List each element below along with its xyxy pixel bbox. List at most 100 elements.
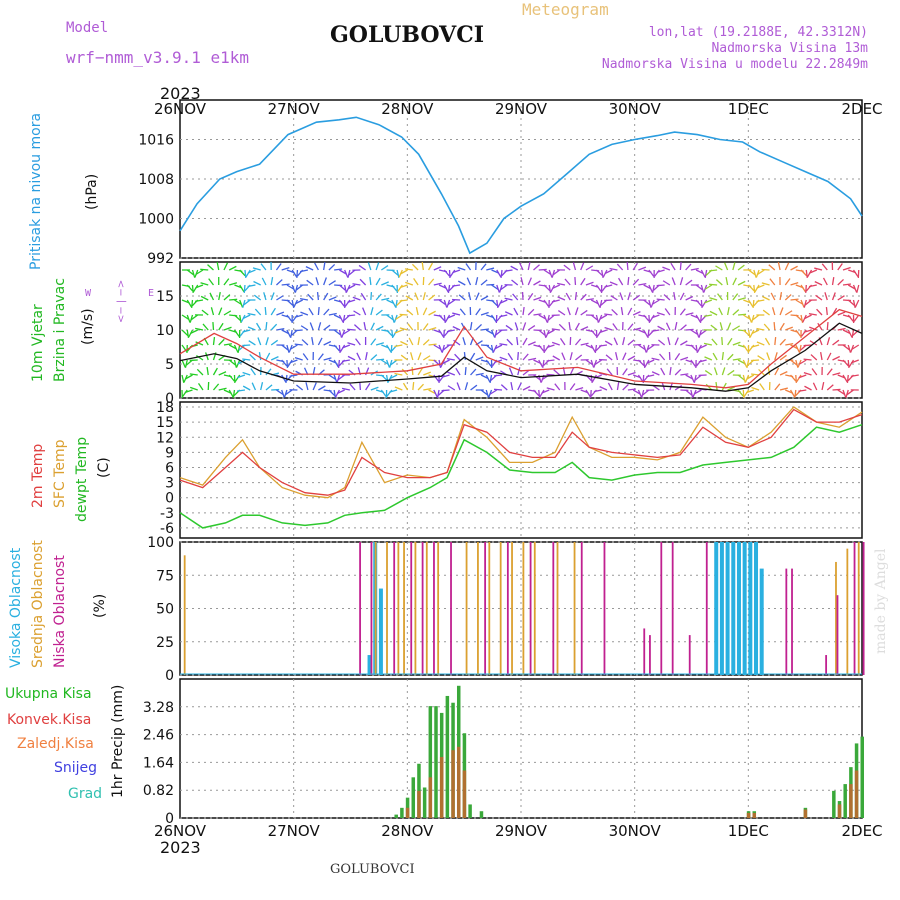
- wind-barb: [662, 266, 671, 271]
- wind-barb: [757, 355, 765, 361]
- wind-barb: [826, 337, 831, 346]
- wind-barb: [464, 366, 467, 376]
- wind-barb: [358, 264, 366, 271]
- wind-barb: [475, 356, 484, 361]
- wind-barb: [286, 344, 290, 353]
- wind-barb: [554, 383, 561, 391]
- wind-barb: [229, 282, 238, 286]
- wind-barb: [779, 354, 787, 361]
- wind-barb: [480, 389, 488, 396]
- wind-barb: [753, 269, 757, 278]
- wind-barb: [725, 277, 729, 286]
- wind-barb: [590, 299, 599, 305]
- wind-barb: [480, 279, 488, 286]
- wind-barb: [291, 269, 298, 278]
- wind-barb: [519, 262, 524, 271]
- wind-barb: [757, 269, 765, 275]
- wind-barbs: [181, 261, 860, 399]
- wind-barb: [400, 269, 408, 275]
- wind-barb: [376, 358, 385, 361]
- wind-barb: [680, 373, 689, 376]
- wind-barb: [574, 291, 578, 301]
- wind-barb: [721, 382, 727, 391]
- wind-barb: [254, 308, 262, 316]
- wind-barb: [795, 344, 800, 353]
- x-tick-label-bottom: 26NOV: [154, 822, 207, 840]
- wind-barb: [468, 292, 472, 301]
- wind-barb: [265, 337, 269, 346]
- wind-barb: [338, 344, 341, 354]
- wind-barb: [574, 338, 582, 346]
- wind-barb: [286, 314, 293, 322]
- wind-barb: [542, 359, 545, 369]
- wind-barb: [657, 325, 665, 331]
- legend-snow: Snijeg: [54, 760, 98, 776]
- wind-barb: [670, 262, 676, 271]
- wind-barb: [276, 327, 285, 331]
- wind-barb: [318, 385, 326, 391]
- wind-barb: [610, 295, 618, 301]
- cloud-bar: [742, 542, 747, 675]
- wind-barb: [452, 326, 461, 331]
- wind-barb: [774, 352, 778, 361]
- wind-barb: [480, 295, 489, 301]
- wind-barb: [441, 374, 450, 378]
- gust-line: [179, 308, 863, 389]
- wind-barb: [195, 341, 204, 346]
- wind-barb: [399, 299, 408, 302]
- wind-barb: [539, 389, 545, 398]
- precip-bar: [394, 814, 398, 818]
- wind-barb: [538, 314, 547, 320]
- cloud-bar: [484, 542, 487, 675]
- wind-barb: [399, 313, 408, 316]
- y-tick-label: 12: [156, 430, 174, 446]
- wind-barb: [547, 329, 555, 335]
- wind-barb: [627, 371, 636, 376]
- wind-barb: [737, 280, 746, 286]
- wind-barb: [796, 374, 802, 383]
- wind-barb: [433, 266, 442, 271]
- wind-barb: [842, 299, 852, 302]
- wind-barb: [237, 344, 241, 353]
- y-tick-label: -3: [160, 506, 174, 522]
- wind-barb: [281, 283, 290, 286]
- wind-barb: [397, 284, 403, 292]
- wind-barb: [561, 352, 566, 361]
- wind-barb: [328, 296, 337, 301]
- y-tick-label: 5: [165, 357, 174, 373]
- wind-barb: [223, 343, 232, 346]
- wind-barb: [580, 293, 587, 301]
- wind-barb: [395, 314, 403, 320]
- wind-barb: [790, 374, 797, 382]
- y-tick-label: 0: [165, 391, 174, 407]
- wind-barb: [798, 344, 802, 353]
- wind-barb: [842, 329, 851, 335]
- wind-barb: [651, 314, 660, 319]
- wind-barb: [654, 269, 660, 277]
- wind-barb: [184, 389, 193, 394]
- wind-barb: [306, 279, 314, 286]
- wind-barb: [572, 262, 577, 271]
- wind-barb: [410, 352, 414, 361]
- wind-barb: [296, 269, 299, 279]
- wind-barb: [627, 323, 634, 331]
- wind-barb: [575, 354, 583, 361]
- wind-barb: [517, 351, 519, 361]
- wind-barb: [643, 344, 647, 353]
- wind-barb: [428, 310, 436, 316]
- wind-barb: [470, 368, 477, 376]
- wind-barb: [380, 264, 389, 271]
- y-tick-label: 2.46: [143, 728, 174, 744]
- wind-barb: [798, 374, 807, 379]
- wind-barb: [500, 384, 508, 391]
- wind-barb: [438, 314, 446, 322]
- wind-barb: [842, 344, 850, 351]
- wind-barb: [417, 352, 422, 361]
- wind-barb: [407, 323, 414, 331]
- wind-barb: [195, 354, 204, 361]
- wind-barb: [614, 352, 619, 361]
- wind-barb: [837, 295, 845, 301]
- wind-barb: [704, 356, 713, 361]
- wind-barb: [218, 322, 224, 331]
- precip-bar: [434, 706, 438, 818]
